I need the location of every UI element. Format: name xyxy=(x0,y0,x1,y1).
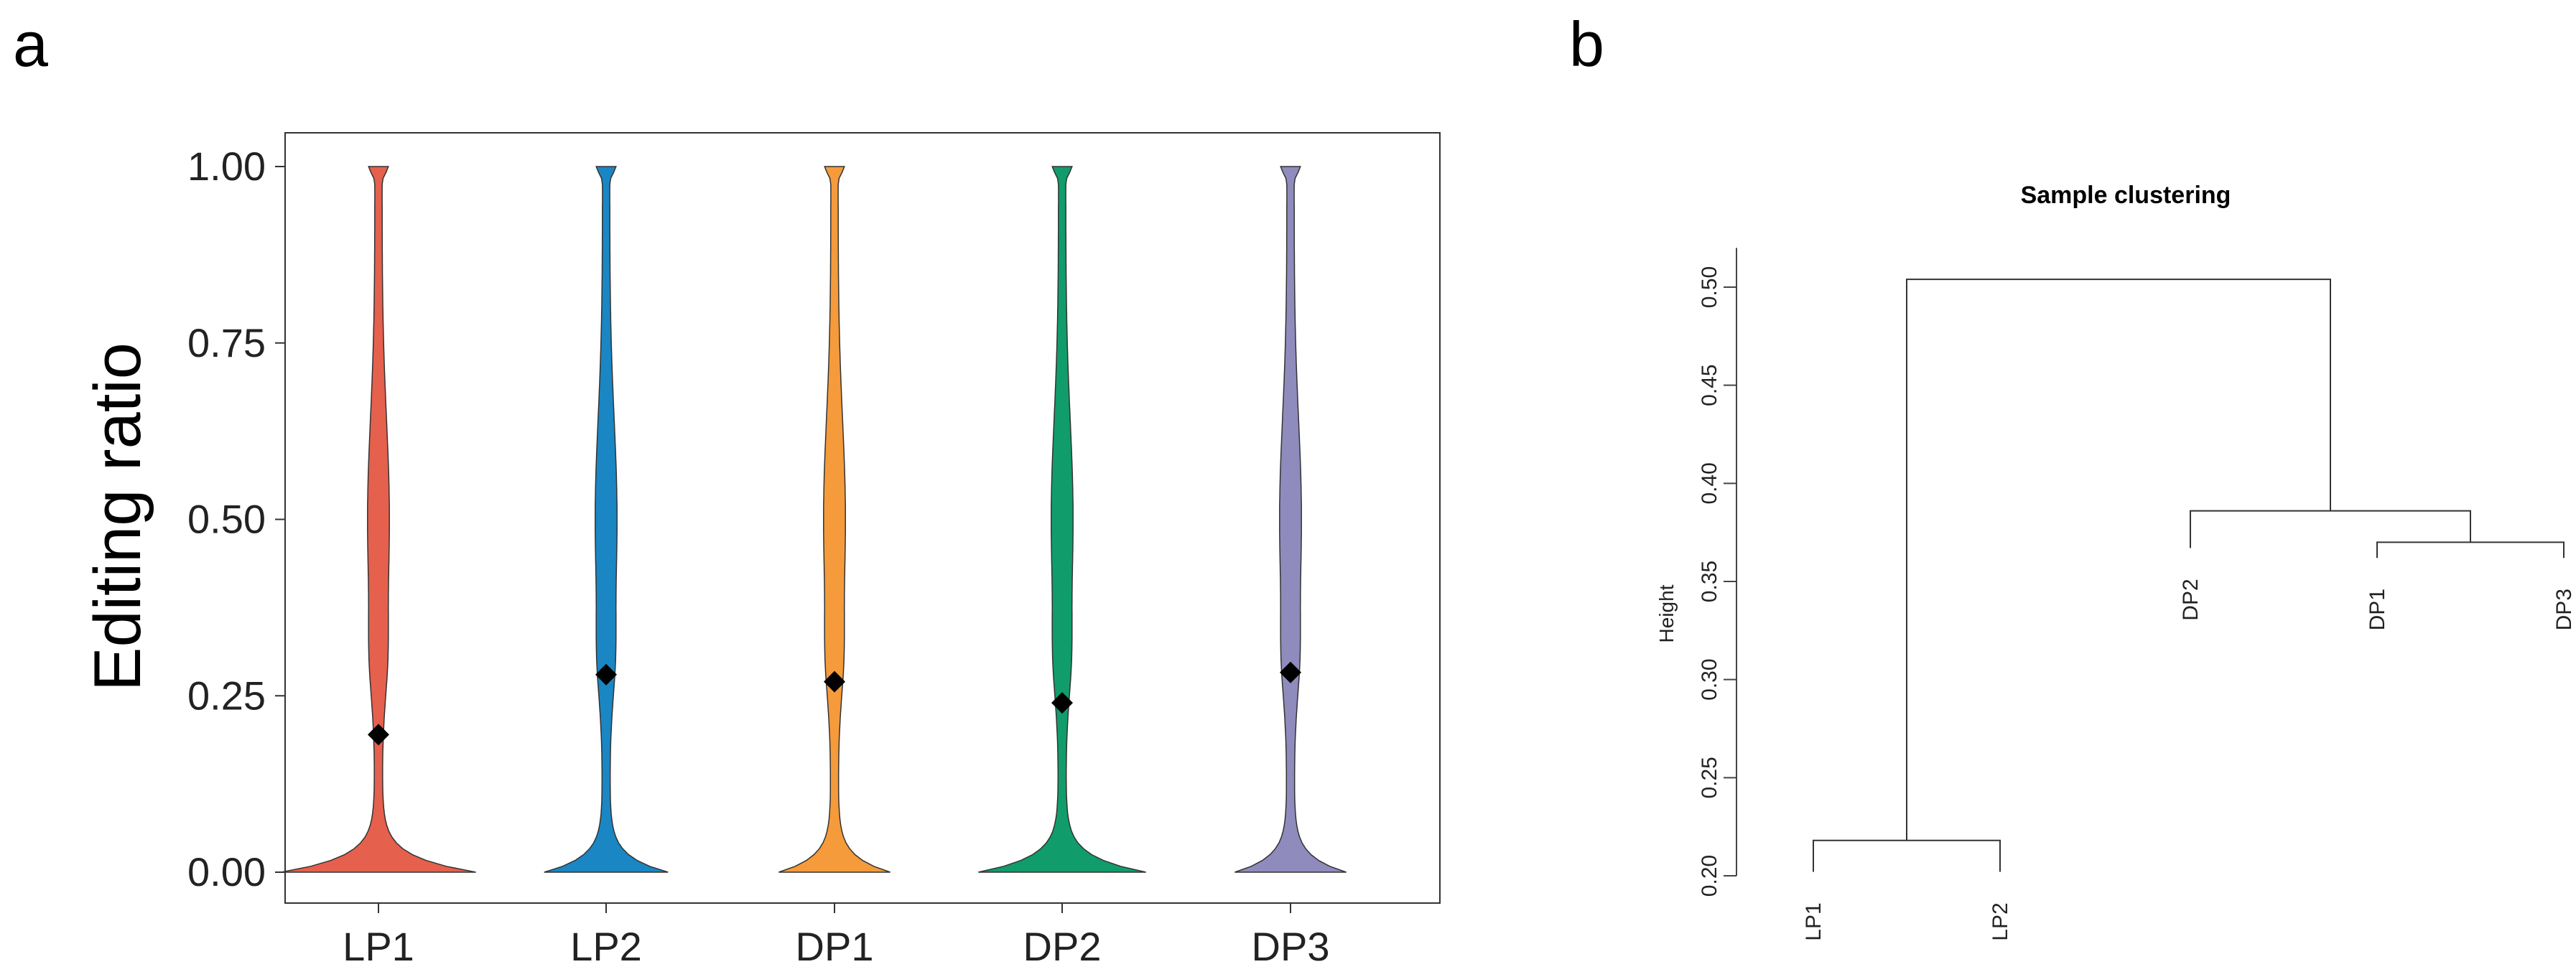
dendrogram-link-4 xyxy=(1906,279,2331,841)
dendrogram-chart: Sample clustering Height 0.20 0.25 0.30 0.3… xyxy=(1655,182,2576,941)
dendrogram-link-1 xyxy=(1813,839,2001,872)
mean-marker-dp3 xyxy=(1280,661,1301,683)
y-tick-label: 0.00 xyxy=(187,849,266,894)
violin-dp3 xyxy=(1234,166,1347,873)
violin-lp1 xyxy=(281,166,476,873)
y-tick-label: 0.75 xyxy=(187,320,266,365)
x-tick-label-dp1: DP1 xyxy=(796,924,874,969)
panel-label-a: a xyxy=(13,9,48,80)
y-tick-label: 0.50 xyxy=(1698,266,1721,308)
violin-chart: Editing ratio 0.000.250.500.751.00 LP1 LP… xyxy=(81,132,1441,969)
y-tick-label: 0.25 xyxy=(187,673,266,718)
mean-marker-dp1 xyxy=(824,670,845,693)
mean-marker-lp2 xyxy=(595,663,617,686)
chart-title: Sample clustering xyxy=(2021,182,2231,209)
leaf-label-dp2: DP2 xyxy=(2179,579,2203,620)
y-tick-label: 0.35 xyxy=(1698,561,1721,602)
panel-label-b: b xyxy=(1569,9,1604,80)
leaf-labels: LP1 LP2 DP2 DP1 DP3 xyxy=(1802,579,2576,940)
x-tick-label-lp1: LP1 xyxy=(343,924,414,969)
y-tick-label: 1.00 xyxy=(187,144,266,189)
dendrogram-link-2 xyxy=(2376,541,2565,558)
x-tick-label-lp2: LP2 xyxy=(570,924,642,969)
y-tick-label: 0.25 xyxy=(1698,757,1721,798)
y-tick-label: 0.45 xyxy=(1698,364,1721,406)
plot-frame xyxy=(284,132,1441,904)
y-axis: 0.20 0.25 0.30 0.35 0.40 0.45 0.50 xyxy=(1698,248,1737,897)
mean-marker-dp2 xyxy=(1051,692,1073,714)
violins xyxy=(281,166,1347,873)
y-tick-label: 0.30 xyxy=(1698,658,1721,700)
leaf-label-lp2: LP2 xyxy=(1989,902,2012,940)
y-tick-label: 0.50 xyxy=(187,497,266,542)
violin-lp2 xyxy=(544,166,669,873)
x-axis: LP1 LP2 DP1 DP2 DP3 xyxy=(343,903,1329,969)
violin-dp1 xyxy=(778,166,891,873)
y-axis: 0.00 0.25 0.50 0.75 1.00 xyxy=(187,144,285,894)
mean-marker-lp1 xyxy=(368,724,389,746)
x-tick-label-dp3: DP3 xyxy=(1252,924,1330,969)
leaf-label-lp1: LP1 xyxy=(1802,902,1826,940)
y-axis-label: Editing ratio xyxy=(81,342,154,691)
violin-dp2 xyxy=(978,166,1146,873)
y-tick-label: 0.20 xyxy=(1698,855,1721,897)
leaf-label-dp1: DP1 xyxy=(2366,589,2389,630)
y-axis-label: Height xyxy=(1655,584,1678,642)
dendrogram-links xyxy=(1813,279,2565,872)
x-tick-label-dp2: DP2 xyxy=(1023,924,1102,969)
y-tick-label: 0.40 xyxy=(1698,462,1721,504)
leaf-label-dp3: DP3 xyxy=(2552,589,2576,630)
